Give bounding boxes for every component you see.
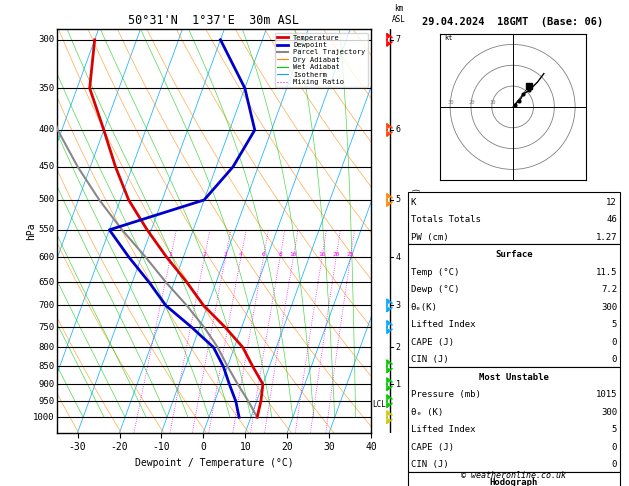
Text: 4: 4 [396,253,401,261]
Text: CIN (J): CIN (J) [411,355,448,364]
Legend: Temperature, Dewpoint, Parcel Trajectory, Dry Adiabat, Wet Adiabat, Isotherm, Mi: Temperature, Dewpoint, Parcel Trajectory… [276,33,367,87]
Text: 300: 300 [601,303,617,312]
Text: 10: 10 [289,252,297,257]
Text: 3: 3 [224,252,227,257]
Text: Lifted Index: Lifted Index [411,320,476,330]
Text: 1: 1 [169,252,172,257]
Text: CIN (J): CIN (J) [411,460,448,469]
Text: 950: 950 [38,397,55,406]
Text: 2: 2 [203,252,206,257]
Title: 50°31'N  1°37'E  30m ASL: 50°31'N 1°37'E 30m ASL [128,14,299,27]
Text: 300: 300 [601,408,617,417]
Text: kt: kt [444,35,452,41]
Text: Pressure (mb): Pressure (mb) [411,390,481,399]
Text: 7.2: 7.2 [601,285,617,295]
Text: 550: 550 [38,226,55,234]
Text: 12: 12 [606,198,617,207]
Text: 700: 700 [38,301,55,310]
Text: 450: 450 [38,162,55,172]
Text: km
ASL: km ASL [391,4,405,24]
Text: 900: 900 [38,380,55,389]
Text: 750: 750 [38,323,55,331]
Text: 0: 0 [611,338,617,347]
Text: 800: 800 [38,343,55,352]
Text: θₑ(K): θₑ(K) [411,303,438,312]
Text: 1015: 1015 [596,390,617,399]
Text: 30: 30 [448,100,454,105]
Text: 20: 20 [469,100,476,105]
Text: 1: 1 [396,380,401,389]
Text: 6: 6 [396,125,401,135]
Text: 10: 10 [489,100,496,105]
Text: Surface: Surface [495,250,533,260]
Text: K: K [411,198,416,207]
Text: 11.5: 11.5 [596,268,617,277]
Text: 46: 46 [606,215,617,225]
Text: 500: 500 [38,195,55,205]
X-axis label: Dewpoint / Temperature (°C): Dewpoint / Temperature (°C) [135,458,293,468]
Text: Dewp (°C): Dewp (°C) [411,285,459,295]
Text: LCL: LCL [372,400,386,409]
Text: Lifted Index: Lifted Index [411,425,476,434]
Text: 8: 8 [278,252,282,257]
Text: 5: 5 [396,195,401,205]
Text: 850: 850 [38,362,55,371]
Text: 3: 3 [396,301,401,310]
Text: © weatheronline.co.uk: © weatheronline.co.uk [462,471,566,480]
Text: 16: 16 [318,252,326,257]
Text: 4: 4 [239,252,243,257]
Text: CAPE (J): CAPE (J) [411,338,454,347]
Text: hPa: hPa [26,222,36,240]
Text: 300: 300 [38,35,55,44]
Text: PW (cm): PW (cm) [411,233,448,242]
Text: 7: 7 [396,35,401,44]
Text: 5: 5 [611,320,617,330]
Text: 20: 20 [332,252,340,257]
Text: Hodograph: Hodograph [490,478,538,486]
Text: 1.27: 1.27 [596,233,617,242]
Text: 0: 0 [611,355,617,364]
Text: 350: 350 [38,84,55,93]
Text: 25: 25 [347,252,354,257]
Text: 5: 5 [611,425,617,434]
Text: CAPE (J): CAPE (J) [411,443,454,452]
Text: 6: 6 [262,252,265,257]
Text: 1000: 1000 [33,413,55,422]
Text: Mixing Ratio (g/kg): Mixing Ratio (g/kg) [413,187,422,275]
Text: Temp (°C): Temp (°C) [411,268,459,277]
Text: 600: 600 [38,253,55,261]
Text: 2: 2 [396,343,401,352]
Text: 400: 400 [38,125,55,135]
Text: 650: 650 [38,278,55,287]
Text: Most Unstable: Most Unstable [479,373,549,382]
Text: 0: 0 [611,460,617,469]
Text: 29.04.2024  18GMT  (Base: 06): 29.04.2024 18GMT (Base: 06) [422,17,603,27]
Text: Totals Totals: Totals Totals [411,215,481,225]
Text: 0: 0 [611,443,617,452]
Text: θₑ (K): θₑ (K) [411,408,443,417]
